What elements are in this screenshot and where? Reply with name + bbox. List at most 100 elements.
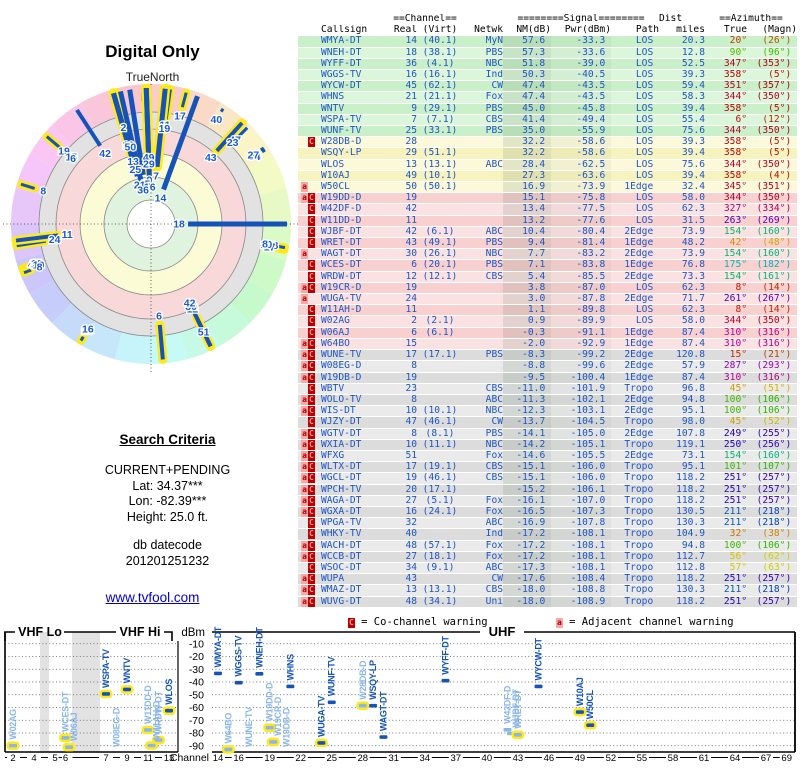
- real-channel-cell: 50: [387, 181, 417, 194]
- radar-spoke: [180, 92, 188, 108]
- table-row: C WPGA-TV 32 ABC -16.9 -107.8 Tropo 130.3 211…: [298, 517, 797, 530]
- callsign-cell: WHKY-TV: [321, 528, 387, 541]
- adjacent-warning-cell: [298, 304, 308, 317]
- dist-miles-cell: 12.8: [659, 47, 705, 59]
- azimuth-true-cell: 310°: [705, 327, 747, 339]
- azimuth-magn-cell: (182°): [747, 259, 797, 272]
- network-cell: CW: [463, 573, 503, 586]
- callsign-cell: W08EG-D: [321, 360, 387, 373]
- radar-channel-label: 49: [143, 152, 155, 164]
- spectrum-callsign-label: WNTV: [122, 658, 132, 684]
- path-cell: 1Edge: [611, 327, 659, 339]
- callsign-cell: WPCH-TV: [321, 484, 387, 496]
- adjacent-warning-cell: a: [298, 192, 308, 205]
- azimuth-magn-cell: (5°): [747, 69, 797, 82]
- callsign-cell: W11DD-D: [321, 215, 387, 227]
- spectrum-callsign-label: W08EG-D: [112, 707, 122, 747]
- azimuth-magn-cell: (218°): [747, 584, 797, 597]
- network-cell: Uni: [463, 596, 503, 608]
- co-channel-warning-cell: C: [308, 573, 321, 586]
- pwr-dbm-cell: -108.9: [551, 596, 611, 608]
- dist-miles-cell: 32.4: [659, 181, 705, 194]
- channel-tick-label: 2: [10, 753, 15, 764]
- path-cell: 2Edge: [611, 450, 659, 463]
- radar-channel-label: 2: [120, 122, 126, 134]
- adjacent-warning-cell: [298, 103, 308, 115]
- radar-channel-label: 19: [58, 146, 70, 158]
- pwr-dbm-cell: -89.8: [551, 304, 611, 317]
- network-cell: [463, 338, 503, 351]
- azimuth-true-cell: 175°: [705, 259, 747, 272]
- network-cell: NBC: [463, 58, 503, 71]
- nm-db-cell: 9.4: [503, 237, 551, 250]
- network-cell: [463, 315, 503, 328]
- network-cell: Ind: [463, 528, 503, 541]
- virtual-channel-cell: (2.1): [417, 315, 463, 328]
- real-channel-cell: 43: [387, 573, 417, 586]
- pwr-dbm-cell: -99.2: [551, 349, 611, 362]
- co-channel-legend: C = Co-channel warning: [348, 616, 488, 628]
- real-channel-cell: 6: [387, 327, 417, 339]
- co-channel-warning-cell: C: [308, 506, 321, 519]
- co-channel-warning-cell: C: [308, 215, 321, 227]
- radar-channel-label: 43: [28, 259, 40, 271]
- dbm-tick-label: -40: [189, 677, 204, 689]
- dist-miles-cell: 73.9: [659, 248, 705, 261]
- radar-channel-label: 13: [81, 325, 93, 337]
- table-header-row: Callsign Real (Virt) Netwk NM(dB) Pwr(dB…: [298, 24, 797, 37]
- callsign-cell: WSOC-DT: [321, 562, 387, 575]
- col-pwr: Pwr(dBm): [551, 24, 611, 37]
- azimuth-true-cell: 358°: [705, 103, 747, 115]
- virtual-channel-cell: [417, 450, 463, 463]
- table-row: a C WUVG-DT 48 (34.1) Uni -18.0 -108.9 Tropo 1…: [298, 596, 797, 608]
- azimuth-magn-cell: (12°): [747, 114, 797, 127]
- radar-channel-label: 42: [184, 298, 196, 310]
- radar-channel-label: 48: [267, 240, 279, 252]
- callsign-cell: WXIA-DT: [321, 439, 387, 451]
- spectrum-callsign-label: W06AJ: [69, 712, 79, 741]
- adjacent-warning-cell: a: [298, 540, 308, 552]
- table-row: WNEH-DT 18 (38.1) PBS 57.3 -33.6 LOS 12.8 90°…: [298, 47, 797, 59]
- table-row: C WSOC-DT 34 (9.1) ABC -17.3 -108.1 Tropo 112…: [298, 562, 797, 575]
- azimuth-true-cell: 154°: [705, 271, 747, 283]
- radar-channel-label: 16: [144, 182, 156, 194]
- callsign-cell: WCCB-DT: [321, 551, 387, 563]
- adjacent-warning-cell: [298, 226, 308, 239]
- spectrum-callsign-label: W64BO: [223, 713, 233, 744]
- co-channel-badge: C: [348, 618, 355, 628]
- spectrum-callsign-label: WHNS: [285, 654, 295, 681]
- adjacent-warning-cell: a: [298, 506, 308, 519]
- spectrum-callsign-label: WAGT-DT: [378, 691, 388, 731]
- spectrum-bar-highlight: [141, 725, 155, 735]
- azimuth-true-cell: 263°: [705, 215, 747, 227]
- radar-spoke: [219, 107, 225, 113]
- radar-channel-label: 36: [137, 184, 149, 196]
- table-row: C WRDW-DT 12 (12.1) CBS 5.4 -85.5 2Edge 73.3 1…: [298, 271, 797, 283]
- azimuth-true-cell: 327°: [705, 203, 747, 216]
- azimuth-true-cell: 310°: [705, 338, 747, 351]
- callsign-cell: WMYA-DT: [321, 35, 387, 48]
- nm-db-cell: -17.2: [503, 551, 551, 563]
- azimuth-true-cell: 211°: [705, 517, 747, 530]
- network-cell: [463, 215, 503, 227]
- virtual-channel-cell: (21.1): [417, 91, 463, 104]
- tvfool-link[interactable]: www.tvfool.com: [105, 590, 200, 605]
- search-criteria-heading: Search Criteria: [119, 432, 216, 447]
- adjacent-warning-cell: a: [298, 495, 308, 507]
- real-channel-cell: 19: [387, 282, 417, 295]
- nm-db-cell: 28.4: [503, 159, 551, 171]
- network-cell: Fox: [463, 495, 503, 507]
- dist-miles-cell: 57.9: [659, 360, 705, 373]
- real-channel-cell: 28: [387, 136, 417, 149]
- path-cell: LOS: [611, 192, 659, 205]
- radar-spoke: [154, 88, 168, 168]
- radar-spoke: [259, 146, 265, 152]
- radar-hue-sector: [29, 280, 72, 323]
- dist-miles-cell: 95.1: [659, 461, 705, 474]
- table-row: C W28DB-D 28 32.2 -58.6 LOS 39.3 358° (5°): [298, 136, 797, 149]
- table-row: a C WCCB-DT 27 (18.1) Fox -17.2 -108.1 Tropo 1…: [298, 551, 797, 563]
- azimuth-magn-cell: (51°): [747, 383, 797, 395]
- real-channel-cell: 10: [387, 405, 417, 418]
- azimuth-true-cell: 345°: [705, 181, 747, 194]
- path-cell: 1Edge: [611, 338, 659, 351]
